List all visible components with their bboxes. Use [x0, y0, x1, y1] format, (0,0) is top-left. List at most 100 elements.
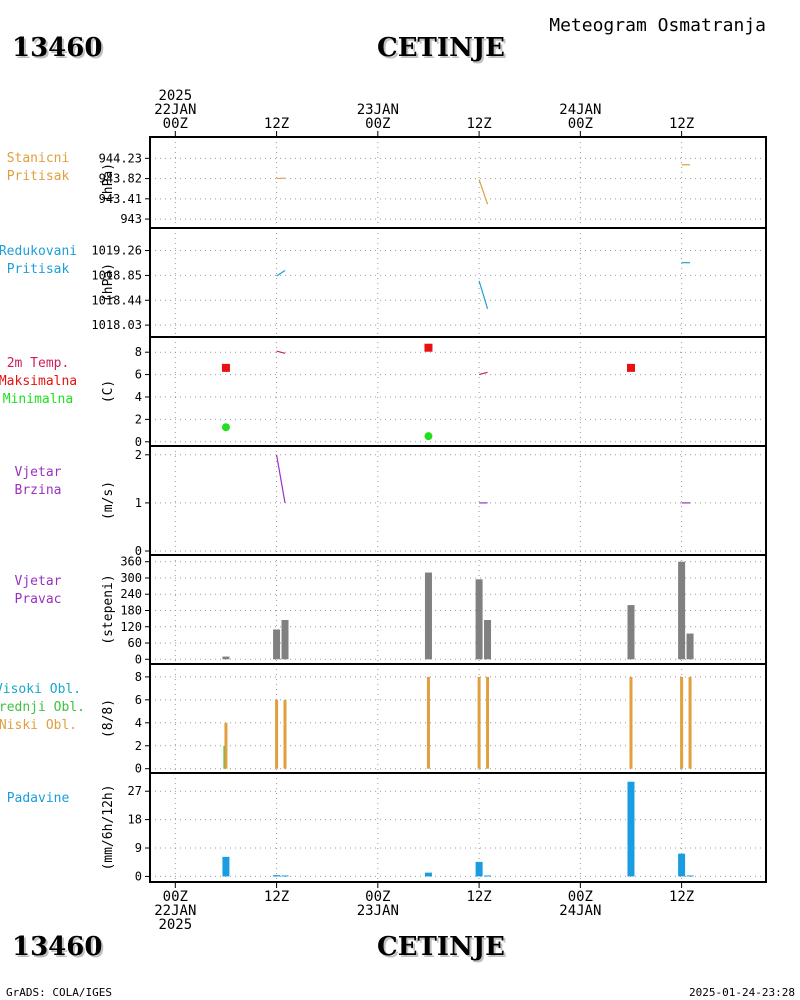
y-tick-label: 943.82 [99, 172, 142, 186]
y-axis-unit: (m/s) [101, 481, 116, 520]
station-name-bottom: CETINJE [379, 934, 507, 964]
y-tick-label: 18 [128, 813, 142, 827]
y-tick-label: 1018.03 [91, 318, 142, 332]
y-tick-label: 0 [135, 435, 142, 449]
cloud-bar [275, 699, 279, 769]
time-tick-label: 00Z [365, 889, 390, 905]
y-tick-label: 60 [128, 636, 142, 650]
time-tick-label: 22JAN [154, 102, 196, 118]
panel-label: Maksimalna [0, 374, 77, 389]
time-tick-label: 00Z [568, 116, 593, 132]
data-segment [478, 280, 489, 309]
time-tick-label: 2025 [158, 917, 192, 933]
y-tick-label: 1019.26 [91, 244, 142, 258]
time-tick-label: 24JAN [559, 102, 601, 118]
time-tick-label: 00Z [163, 116, 188, 132]
precipitation-bar [627, 781, 635, 877]
y-axis-unit: (stepeni) [101, 574, 116, 644]
y-tick-label: 4 [135, 390, 142, 404]
y-tick-label: 27 [128, 784, 142, 798]
y-tick-label: 1 [135, 496, 142, 510]
time-tick-label: 2025 [158, 88, 192, 104]
time-tick-label: 00Z [365, 116, 390, 132]
y-tick-label: 0 [135, 762, 142, 776]
wind-direction-bar [273, 629, 281, 660]
panel-label: Pravac [15, 592, 62, 607]
precipitation-bar [678, 853, 686, 877]
time-tick-label: 23JAN [357, 903, 399, 919]
y-tick-label: 2 [135, 739, 142, 753]
station-name-top: CETINJE [377, 33, 505, 63]
product-title: Meteogram Osmatranja [549, 15, 766, 36]
y-tick-label: 8 [135, 345, 142, 359]
panel-label: Minimalna [3, 392, 73, 407]
temp-max-point [221, 363, 230, 372]
panel-wind-direction: 360 300 240 180 120 60 0 (stepeni) Vjetar Pravac [15, 554, 767, 666]
panel-frame [149, 336, 767, 447]
panel-station-pressure: 944.23 943.82 943.41 943 (hPa) Stanicni Pritis… [7, 136, 767, 229]
cloud-bar [688, 676, 692, 769]
cloud-bar [224, 722, 228, 769]
panel-label: Padavine [7, 791, 70, 806]
wind-direction-bar [686, 633, 694, 660]
panel-label: Brzina [15, 483, 62, 498]
credit-text: GrADS: COLA/IGES [6, 986, 112, 999]
panel-frame [149, 227, 767, 338]
station-id-top: 13460 [12, 33, 102, 63]
panel-label: Pritisak [7, 169, 70, 184]
precipitation-bar [222, 856, 230, 877]
panel-label: Visoki Obl. [0, 682, 81, 697]
panel-label: Srednji Obl. [0, 700, 85, 715]
station-id-bottom: 13460 [12, 932, 102, 962]
y-tick-label: 943 [120, 212, 142, 226]
precipitation-bar [475, 861, 483, 877]
panel-wind-speed: 2 1 0 (m/s) Vjetar Brzina [15, 445, 767, 558]
time-tick-label: 12Z [466, 116, 491, 132]
meteogram-panels: 944.23 943.82 943.41 943 (hPa) Stanicni Pritis… [0, 131, 767, 888]
precipitation-bar [484, 875, 492, 877]
y-tick-label: 240 [120, 587, 142, 601]
time-tick-label: 12Z [466, 889, 491, 905]
wind-direction-bar [475, 579, 483, 660]
y-tick-label: 300 [120, 571, 142, 585]
panel-frame [149, 445, 767, 556]
panel-precipitation: 27 18 9 0 (mm/6h/12h) Padavine [7, 772, 767, 883]
wind-direction-bar [484, 619, 492, 660]
y-tick-label: 9 [135, 841, 142, 855]
data-segment [276, 350, 286, 354]
y-tick-label: 1018.85 [91, 268, 142, 282]
wind-direction-bar [222, 656, 230, 660]
station-id-bottom: 13460 [14, 934, 104, 964]
precipitation-bar [424, 872, 432, 877]
panel-label: Niski Obl. [0, 718, 77, 733]
cloud-bar [680, 676, 684, 769]
y-axis-unit: (mm/6h/12h) [101, 784, 116, 870]
y-tick-label: 0 [135, 544, 142, 558]
station-name-bottom: CETINJE [377, 932, 505, 962]
y-tick-label: 180 [120, 604, 142, 618]
panel-label: Vjetar [15, 465, 62, 480]
data-segment [276, 270, 286, 277]
wind-direction-bar [424, 572, 432, 660]
y-axis-unit: (hPa) [101, 263, 116, 302]
cloud-bar [283, 699, 287, 769]
time-tick-label: 00Z [568, 889, 593, 905]
panel-frame [149, 663, 767, 774]
wind-direction-bar [627, 605, 635, 660]
panel-frame [149, 554, 767, 665]
time-tick-label: 12Z [669, 116, 694, 132]
y-tick-label: 6 [135, 368, 142, 382]
panel-frame [149, 136, 767, 229]
cloud-bar [477, 676, 481, 769]
data-segment [478, 371, 488, 376]
y-axis-unit: (8/8) [101, 699, 116, 738]
panel-temperature: 8 6 4 2 0 (C) 2m Temp. Maksimalna Minimalna [0, 336, 767, 449]
y-tick-label: 944.23 [99, 151, 142, 165]
time-tick-label: 23JAN [357, 102, 399, 118]
panel-label: Stanicni [7, 151, 70, 166]
time-tick-label: 12Z [264, 889, 289, 905]
y-tick-label: 360 [120, 555, 142, 569]
